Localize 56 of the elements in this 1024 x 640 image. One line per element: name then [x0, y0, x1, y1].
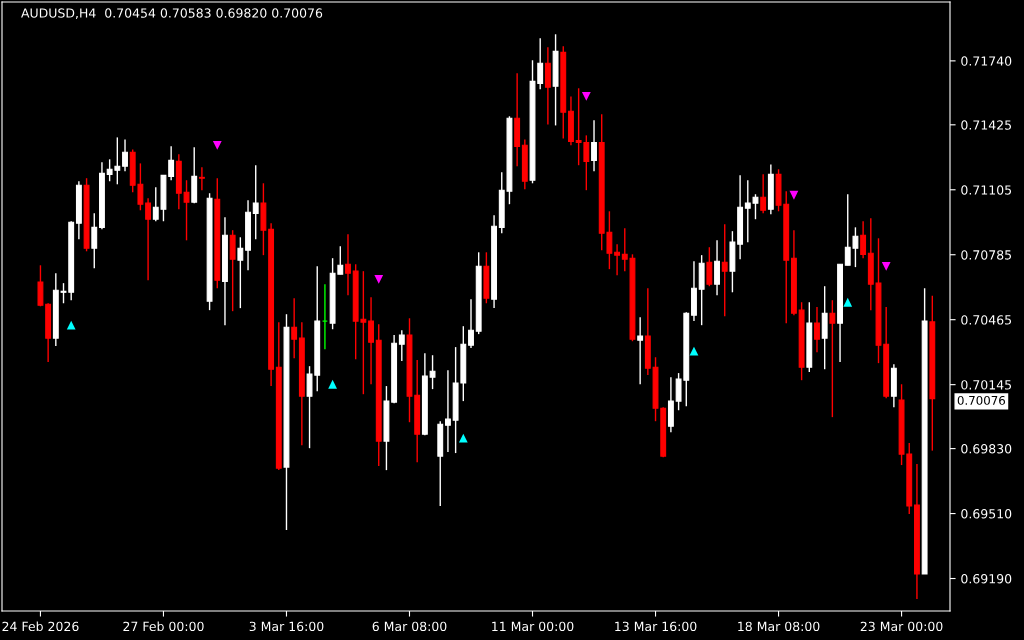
y-tick-label: 0.69190 [961, 573, 1012, 584]
y-tick-label: 0.70785 [961, 250, 1012, 260]
y-tick-label: 0.71105 [961, 185, 1012, 195]
candlestick [860, 220, 867, 259]
candlestick [198, 166, 205, 191]
y-tick-label: 0.71740 [961, 56, 1012, 66]
point [212, 140, 222, 150]
x-tick-label: 23 Mar 00:00 [860, 621, 943, 632]
x-tick-label: 11 Mar 00:00 [492, 621, 574, 632]
candlestick [345, 233, 351, 296]
x-tick-label: 13 Mar 16:00 [615, 621, 697, 632]
candlestick [637, 316, 644, 385]
candlestick [122, 138, 128, 172]
point [66, 320, 76, 330]
candlestick [614, 243, 621, 276]
chart-title: AUDUSD,H4 0.70454 0.70583 0.69820 0.70076 [21, 8, 323, 20]
x-tick-label: 24 Feb 2026 [2, 621, 79, 632]
point [881, 261, 891, 271]
y-tick-label: 0.71425 [961, 120, 1012, 130]
point [328, 379, 337, 389]
point [458, 433, 468, 443]
x-tick-label: 3 Mar 16:00 [249, 621, 324, 632]
candlestick [829, 299, 836, 418]
candlestick [168, 145, 175, 181]
candlestick [814, 306, 820, 353]
text: 0.70076 [957, 395, 1006, 405]
y-tick-label: 0.69830 [961, 444, 1012, 454]
candlestick [591, 119, 597, 172]
candlestick [544, 46, 551, 126]
candlestick [429, 354, 436, 390]
candlestick [145, 197, 152, 282]
candlestick [291, 297, 298, 359]
candlestick [237, 236, 244, 309]
point [689, 346, 699, 356]
x-tick-label: 27 Feb 00:00 [123, 621, 204, 632]
candlestick [37, 264, 44, 307]
y-tick-label: 0.70465 [961, 315, 1012, 325]
candlestick [760, 173, 767, 215]
candlestick [229, 229, 236, 312]
candlestick [721, 223, 728, 317]
y-tick-label: 0.70145 [961, 380, 1012, 390]
candlestick [252, 164, 259, 241]
x-tick-label: 18 Mar 08:00 [738, 621, 820, 632]
candlestick [706, 246, 713, 287]
point [581, 92, 591, 101]
x-tick-label: 6 Mar 08:00 [372, 621, 447, 632]
point [789, 190, 799, 200]
candlestick [368, 296, 374, 385]
point [374, 274, 384, 284]
candlestick [468, 298, 474, 349]
point [843, 297, 853, 307]
candlestick [714, 239, 720, 296]
y-tick-label: 0.69510 [961, 509, 1012, 519]
candlestick [398, 329, 405, 362]
candlestick [444, 369, 451, 453]
candlestick [91, 212, 98, 269]
